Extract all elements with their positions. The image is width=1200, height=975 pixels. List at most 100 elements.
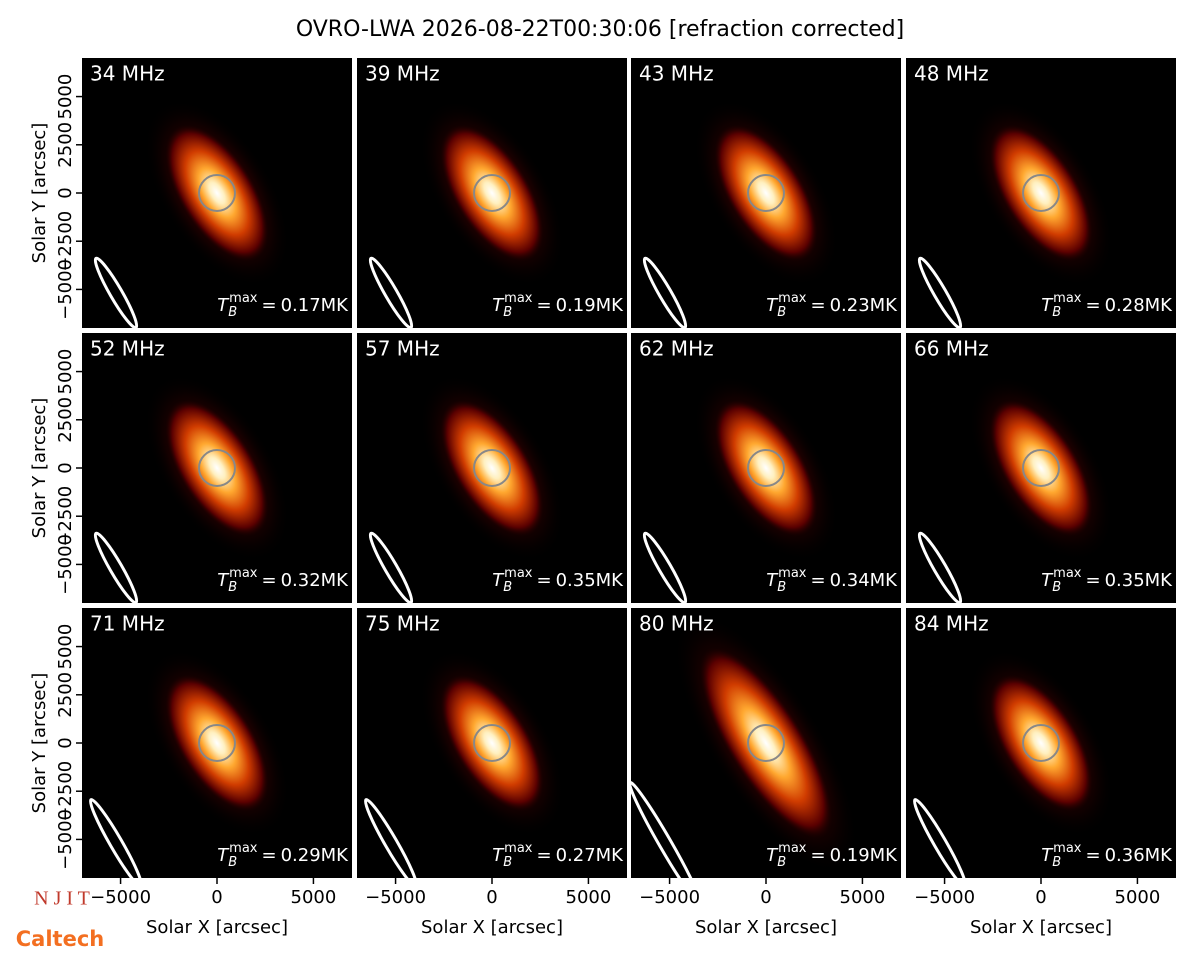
tmax-sup: max <box>778 566 807 581</box>
frequency-label: 66 MHz <box>914 337 989 361</box>
tmax-sub: B <box>777 305 786 320</box>
y-tick-label: −5000 <box>55 809 76 870</box>
beam <box>917 256 963 328</box>
frequency-label: 39 MHz <box>365 62 440 86</box>
emission <box>713 398 819 538</box>
tmax-value: 0.28MK <box>1105 295 1174 316</box>
tmax-symbol: T <box>492 845 505 866</box>
tmax-label: TBmax = 0.27MK <box>492 841 624 870</box>
y-tick-label: −2500 <box>55 761 76 822</box>
tmax-sub: B <box>228 855 237 870</box>
tmax-sub: B <box>228 305 237 320</box>
tmax-value: 0.35MK <box>556 570 625 591</box>
tmax-sup: max <box>504 291 533 306</box>
frequency-label: 80 MHz <box>639 612 714 636</box>
tmax-value: 0.34MK <box>830 570 899 591</box>
tmax-label: TBmax = 0.19MK <box>492 291 624 320</box>
beam <box>368 256 414 328</box>
tmax-sub: B <box>503 580 512 595</box>
tmax-symbol: T <box>766 570 779 591</box>
beam <box>368 531 414 603</box>
beam <box>93 531 139 603</box>
tmax-equals: = <box>536 845 551 866</box>
x-tick-label: 0 <box>211 887 222 908</box>
x-axis-label: Solar X [arcsec] <box>970 917 1112 938</box>
panel <box>82 58 352 328</box>
tmax-symbol: T <box>217 570 230 591</box>
logo: Caltech <box>16 927 104 951</box>
tmax-symbol: T <box>217 295 230 316</box>
panel <box>631 58 901 328</box>
tmax-sup: max <box>778 291 807 306</box>
beam <box>642 256 688 328</box>
solar-disk <box>1022 449 1060 487</box>
tmax-value: 0.23MK <box>830 295 899 316</box>
y-tick-label: −2500 <box>55 211 76 272</box>
tmax-sub: B <box>503 855 512 870</box>
y-axis-label: Solar Y [arcsec] <box>29 673 50 814</box>
tmax-label: TBmax = 0.35MK <box>1041 566 1173 595</box>
tmax-sup: max <box>229 566 258 581</box>
panel <box>82 333 352 603</box>
solar-disk <box>747 724 785 762</box>
tmax-symbol: T <box>1041 845 1054 866</box>
tmax-label: TBmax = 0.32MK <box>217 566 349 595</box>
frequency-label: 34 MHz <box>90 62 165 86</box>
tmax-symbol: T <box>1041 295 1054 316</box>
panel <box>82 608 352 878</box>
y-tick-label: 2500 <box>55 397 76 443</box>
x-axis-label: Solar X [arcsec] <box>695 917 837 938</box>
y-tick-label: −2500 <box>55 486 76 547</box>
tmax-sub: B <box>1052 305 1061 320</box>
frequency-label: 57 MHz <box>365 337 440 361</box>
tmax-value: 0.19MK <box>830 845 899 866</box>
tmax-symbol: T <box>492 295 505 316</box>
tmax-sup: max <box>1053 566 1082 581</box>
tmax-sub: B <box>228 580 237 595</box>
x-tick-label: 0 <box>486 887 497 908</box>
tmax-sub: B <box>503 305 512 320</box>
tmax-symbol: T <box>217 845 230 866</box>
emission <box>988 123 1094 263</box>
x-tick-label: −5000 <box>365 887 426 908</box>
beam <box>363 798 419 878</box>
y-tick-label: 2500 <box>55 122 76 168</box>
tmax-equals: = <box>261 295 276 316</box>
emission <box>439 123 545 263</box>
tmax-equals: = <box>1085 295 1100 316</box>
panel <box>906 333 1176 603</box>
tmax-sub: B <box>1052 855 1061 870</box>
x-axis-label: Solar X [arcsec] <box>421 917 563 938</box>
frequency-label: 43 MHz <box>639 62 714 86</box>
solar-disk <box>198 174 236 212</box>
tmax-value: 0.27MK <box>556 845 625 866</box>
tmax-label: TBmax = 0.17MK <box>217 291 349 320</box>
x-tick-label: 0 <box>1035 887 1046 908</box>
solar-disk <box>1022 174 1060 212</box>
tmax-value: 0.19MK <box>556 295 625 316</box>
panel <box>631 608 901 878</box>
solar-disk <box>473 449 511 487</box>
tmax-sup: max <box>229 291 258 306</box>
panel <box>906 58 1176 328</box>
y-tick-label: 0 <box>55 737 76 748</box>
emission <box>698 645 834 841</box>
y-tick-label: 0 <box>55 187 76 198</box>
beam <box>642 531 688 603</box>
tmax-symbol: T <box>766 845 779 866</box>
tmax-sup: max <box>229 841 258 856</box>
x-tick-label: 5000 <box>566 887 612 908</box>
tmax-equals: = <box>1085 570 1100 591</box>
y-tick-label: 5000 <box>55 74 76 120</box>
tmax-label: TBmax = 0.34MK <box>766 566 898 595</box>
frequency-label: 52 MHz <box>90 337 165 361</box>
tmax-value: 0.17MK <box>281 295 350 316</box>
tmax-label: TBmax = 0.35MK <box>492 566 624 595</box>
y-axis-label: Solar Y [arcsec] <box>29 398 50 539</box>
y-tick-label: −5000 <box>55 259 76 320</box>
x-tick-label: −5000 <box>914 887 975 908</box>
tmax-label: TBmax = 0.36MK <box>1041 841 1173 870</box>
tmax-equals: = <box>261 845 276 866</box>
tmax-equals: = <box>261 570 276 591</box>
emission <box>988 673 1094 813</box>
